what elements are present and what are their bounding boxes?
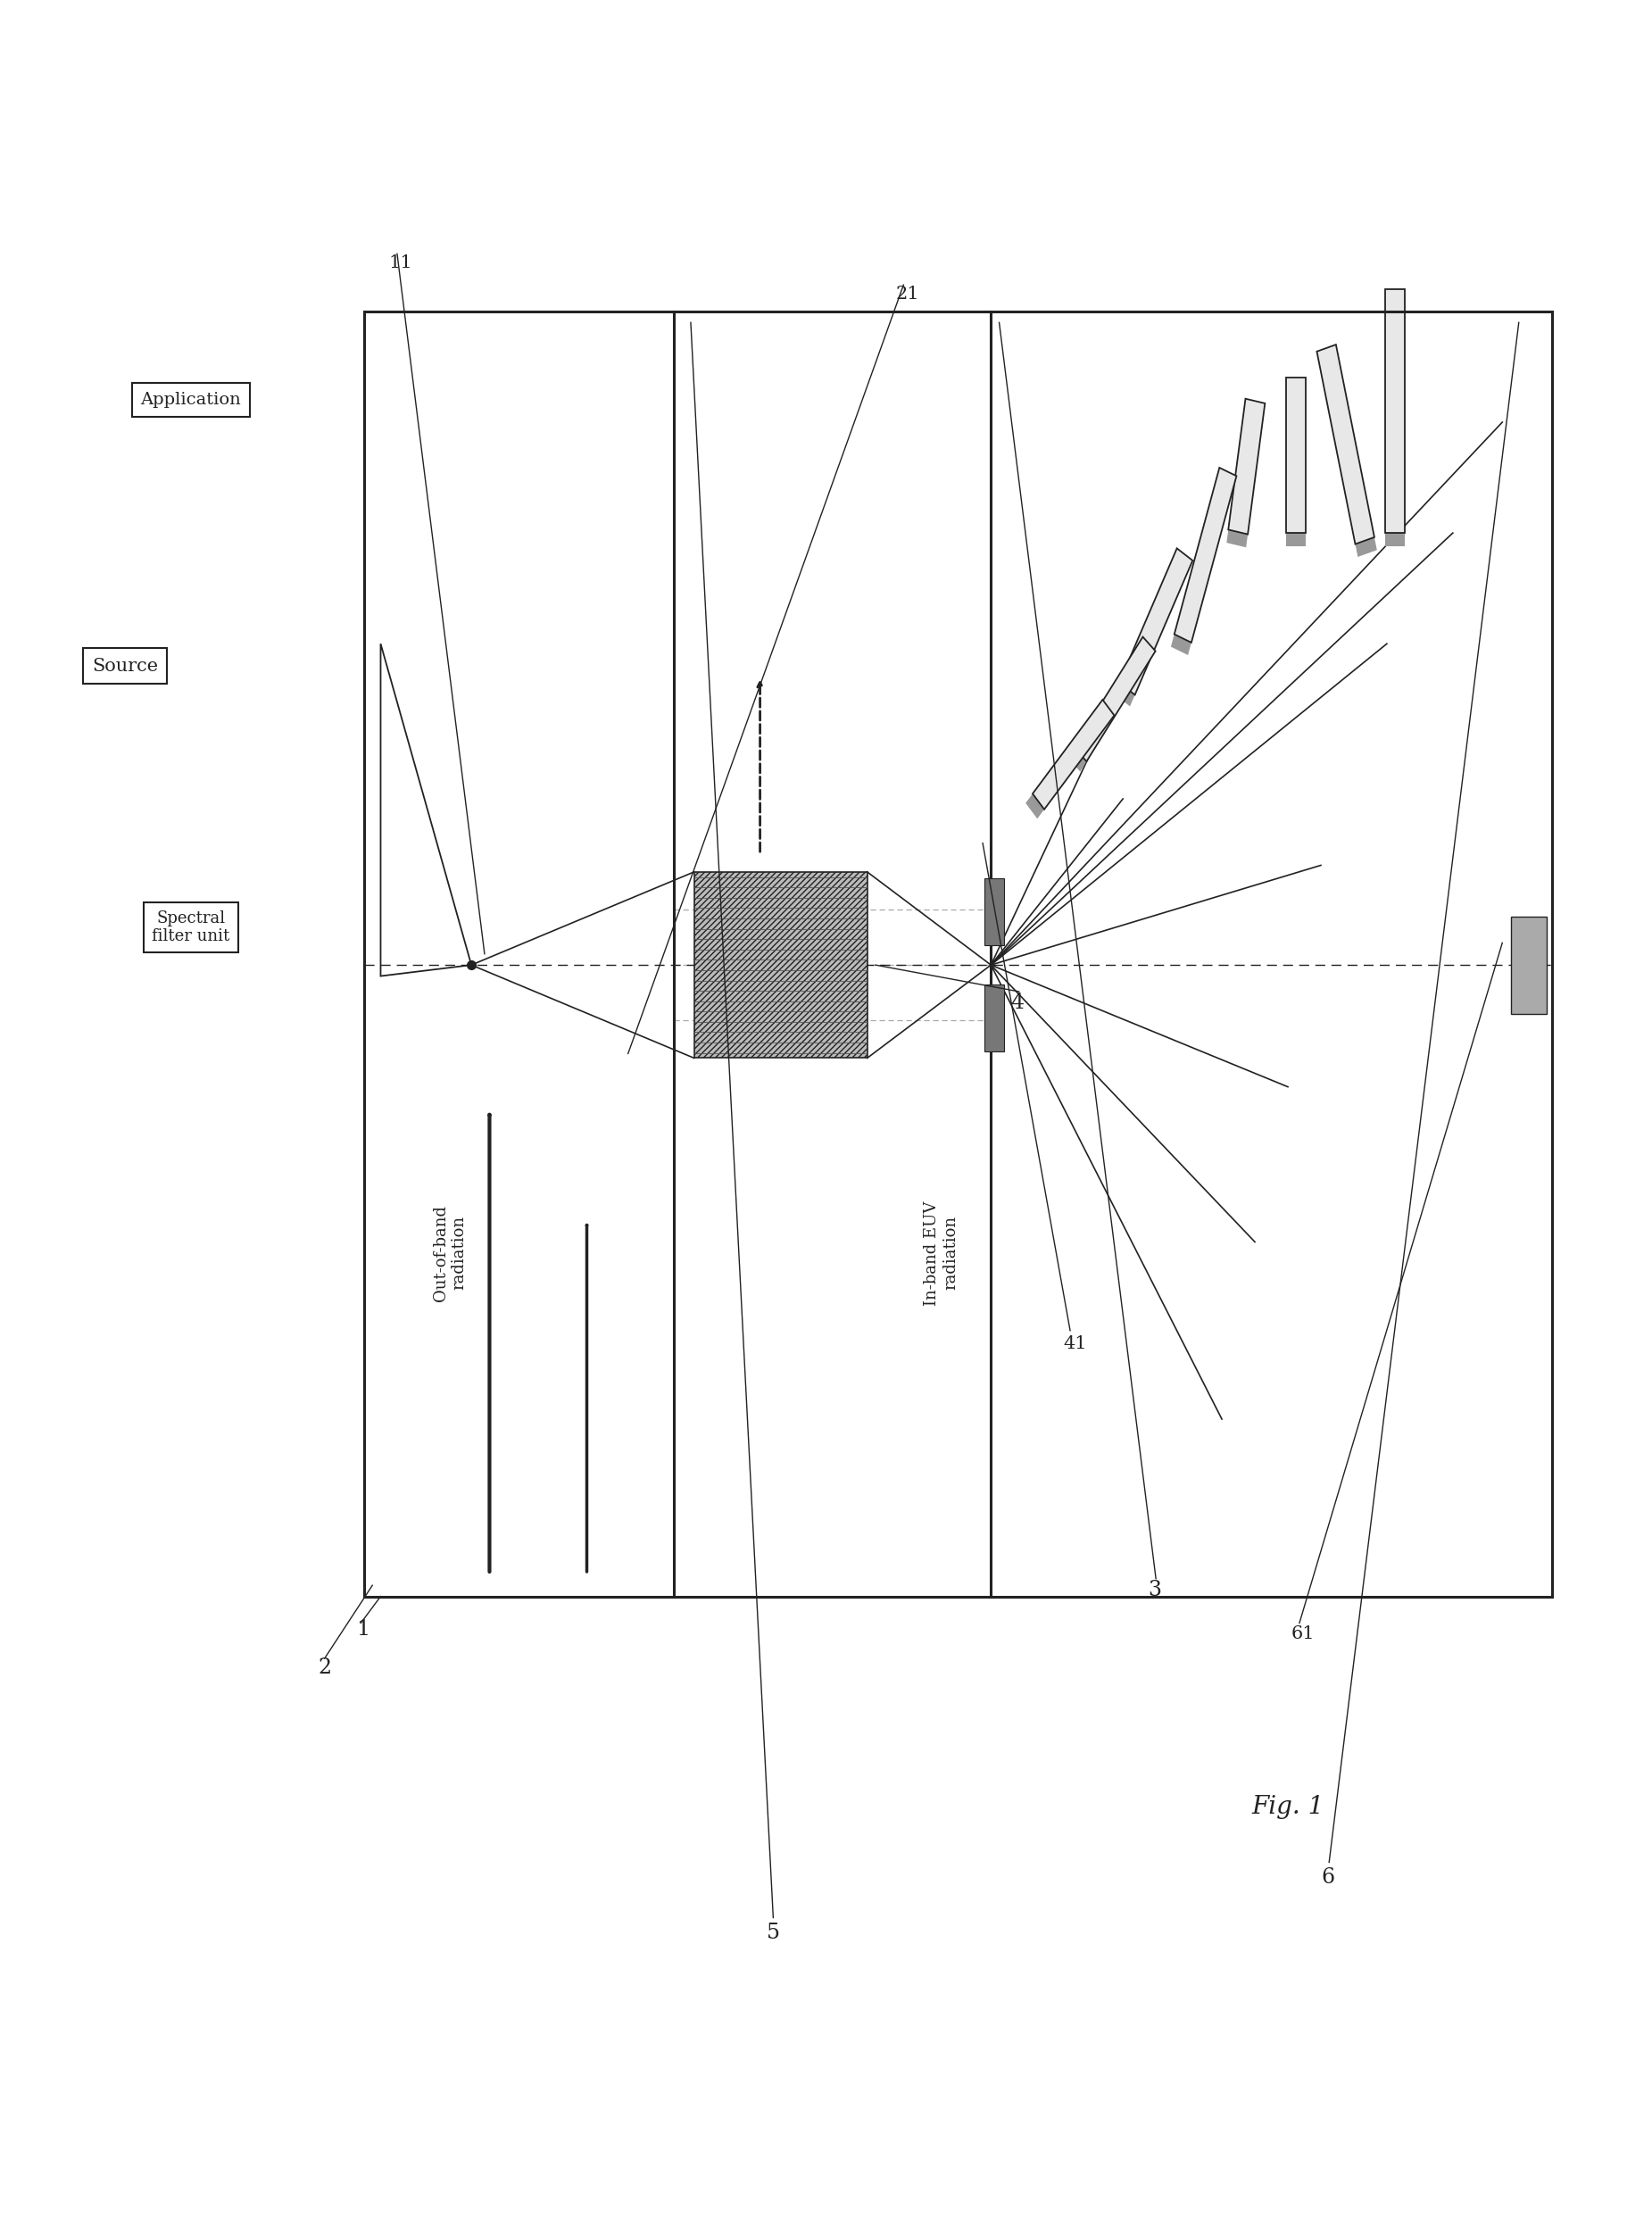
Polygon shape [1175, 468, 1236, 643]
Polygon shape [1287, 390, 1307, 546]
Text: Application: Application [140, 393, 241, 408]
Text: 5: 5 [767, 1923, 780, 1943]
Text: Source: Source [93, 657, 159, 674]
Polygon shape [1113, 559, 1188, 705]
Polygon shape [1320, 357, 1376, 557]
Polygon shape [1226, 413, 1264, 548]
Polygon shape [1384, 288, 1404, 532]
Text: Fig. 1: Fig. 1 [1252, 1794, 1325, 1819]
Polygon shape [1067, 648, 1150, 772]
Polygon shape [1026, 710, 1107, 818]
Text: 6: 6 [1322, 1868, 1335, 1888]
Text: 61: 61 [1292, 1626, 1315, 1644]
Polygon shape [1171, 479, 1232, 654]
Bar [363, 311, 1551, 1597]
Text: 41: 41 [1064, 1335, 1087, 1353]
Bar [1510, 916, 1546, 1014]
Text: Spectral
filter unit: Spectral filter unit [152, 909, 230, 945]
Text: 1: 1 [355, 1619, 370, 1639]
Polygon shape [1032, 699, 1113, 810]
Polygon shape [1317, 344, 1374, 543]
Polygon shape [1074, 637, 1155, 761]
Text: 4: 4 [1011, 991, 1024, 1014]
Bar [694, 872, 867, 1058]
Polygon shape [1118, 548, 1193, 694]
Text: Out-of-band
radiation: Out-of-band radiation [433, 1204, 468, 1302]
Text: 21: 21 [895, 286, 919, 302]
Polygon shape [1287, 377, 1307, 532]
Bar [985, 878, 1004, 945]
Polygon shape [1229, 399, 1265, 535]
Text: In-band EUV
radiation: In-band EUV radiation [923, 1200, 958, 1306]
Bar [985, 985, 1004, 1051]
Text: 2: 2 [317, 1657, 332, 1677]
Text: 3: 3 [1148, 1579, 1161, 1599]
Polygon shape [1384, 302, 1404, 546]
Text: 11: 11 [388, 255, 413, 271]
